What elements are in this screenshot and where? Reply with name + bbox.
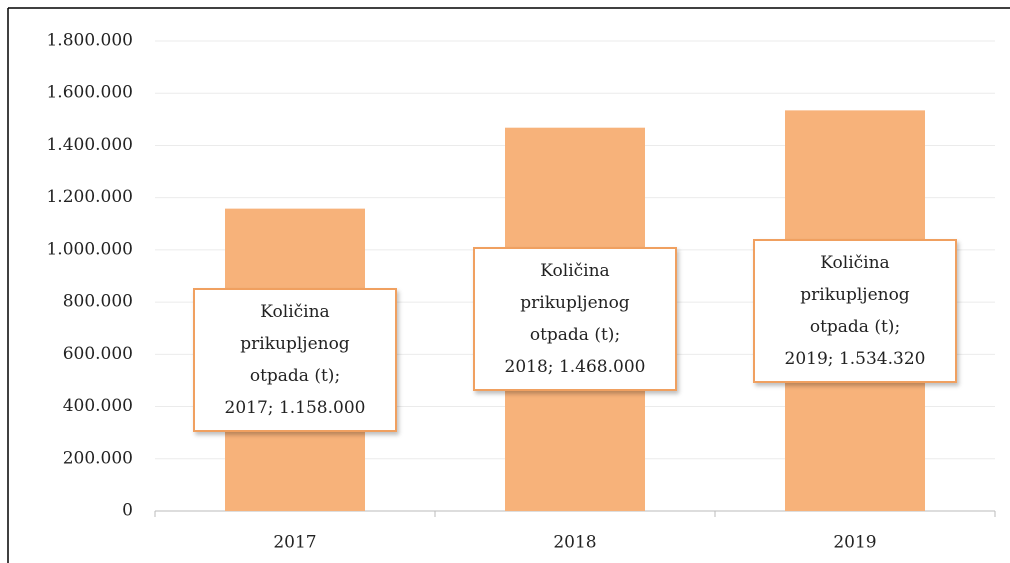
y-tick-label: 1.600.000 xyxy=(46,83,133,103)
data-label: Količina prikupljenog otpada (t); 2019; 1… xyxy=(753,238,957,383)
y-tick-label: 0 xyxy=(122,501,133,521)
data-label-value-line: 2017; 1.158.000 xyxy=(225,392,366,424)
data-label: Količina prikupljenog otpada (t); 2017; 1… xyxy=(193,287,397,432)
data-label-value: 1.468.000 xyxy=(558,357,646,378)
x-tick-label: 2017 xyxy=(273,533,316,553)
y-tick-label: 1.200.000 xyxy=(46,187,133,207)
data-label-series: Količina prikupljenog otpada (t) xyxy=(240,301,350,386)
y-tick-label: 600.000 xyxy=(63,344,133,364)
data-label-name-line: Količina prikupljenog otpada (t); xyxy=(785,247,925,343)
data-label-separator: ; xyxy=(827,348,834,369)
data-label-separator: ; xyxy=(894,316,901,337)
x-tick-label: 2018 xyxy=(553,533,596,553)
data-label-value-line: 2018; 1.468.000 xyxy=(505,351,646,383)
data-label-category: 2017 xyxy=(224,397,268,418)
data-label-name-line: Količina prikupljenog otpada (t); xyxy=(225,296,365,392)
data-label-series: Količina prikupljenog otpada (t) xyxy=(520,261,630,346)
data-label-separator: ; xyxy=(267,397,274,418)
y-tick-label: 200.000 xyxy=(63,448,133,468)
data-label-value-line: 2019; 1.534.320 xyxy=(785,343,926,375)
data-label-category: 2018 xyxy=(504,357,548,378)
data-label-separator: ; xyxy=(547,357,554,378)
x-tick-label: 2019 xyxy=(833,533,876,553)
y-tick-label: 1.400.000 xyxy=(46,135,133,155)
data-label-value: 1.534.320 xyxy=(838,348,926,369)
y-tick-label: 1.000.000 xyxy=(46,239,133,259)
data-label-name-line: Količina prikupljenog otpada (t); xyxy=(505,255,645,351)
y-tick-label: 400.000 xyxy=(63,396,133,416)
data-label: Količina prikupljenog otpada (t); 2018; 1… xyxy=(473,247,677,392)
data-label-series: Količina prikupljenog otpada (t) xyxy=(800,252,910,337)
data-label-separator: ; xyxy=(334,365,341,386)
data-label-category: 2019 xyxy=(784,348,828,369)
data-label-separator: ; xyxy=(614,325,621,346)
y-tick-label: 1.800.000 xyxy=(46,31,133,51)
y-tick-label: 800.000 xyxy=(63,292,133,312)
data-label-value: 1.158.000 xyxy=(278,397,366,418)
